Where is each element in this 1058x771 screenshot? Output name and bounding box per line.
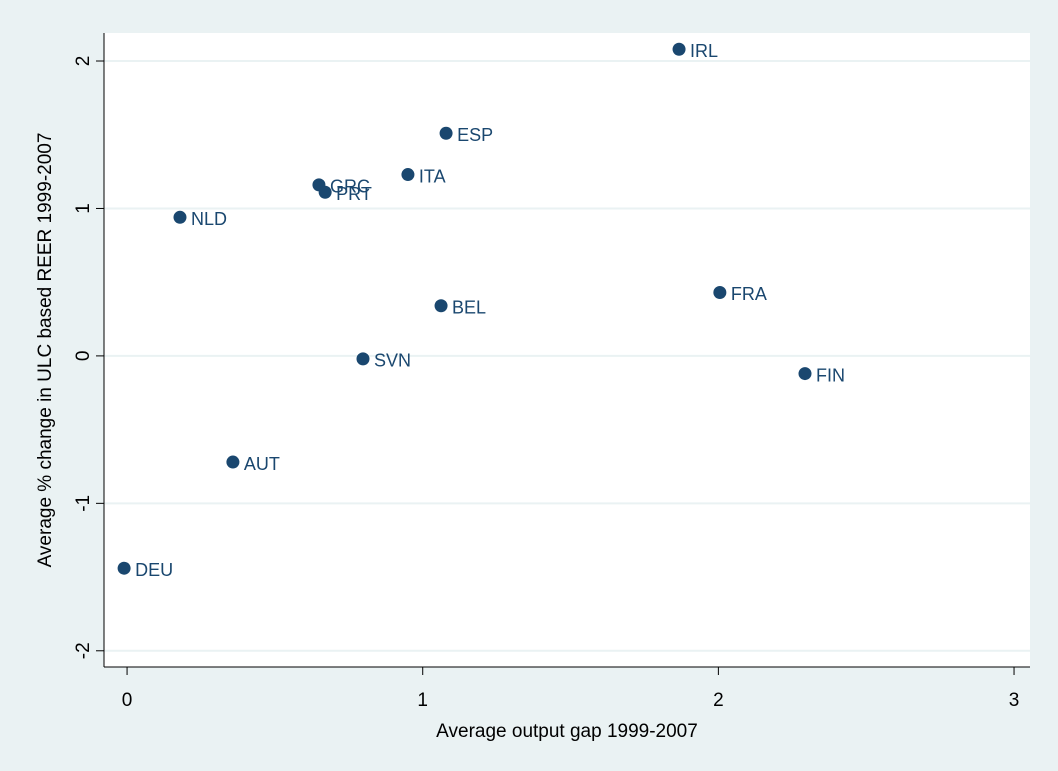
point xyxy=(117,561,131,575)
point xyxy=(356,352,370,366)
x-axis-label: Average output gap 1999-2007 xyxy=(436,721,698,742)
y-tick-label: -1 xyxy=(73,495,94,512)
point xyxy=(672,42,686,56)
point xyxy=(713,285,727,299)
point xyxy=(318,185,332,199)
point-label: FRA xyxy=(731,284,767,304)
point-label: IRL xyxy=(690,41,718,61)
point-label: PRT xyxy=(336,184,372,204)
y-axis-label: Average % change in ULC based REER 1999-… xyxy=(35,133,56,568)
y-tick-label: 1 xyxy=(73,203,94,214)
x-tick-label: 1 xyxy=(417,690,428,711)
point-label: BEL xyxy=(452,298,486,318)
point xyxy=(439,126,453,140)
y-tick-label: -2 xyxy=(73,642,94,659)
point-label: SVN xyxy=(374,351,411,371)
point-label: NLD xyxy=(191,209,227,229)
point xyxy=(226,455,240,469)
point xyxy=(401,168,415,182)
point-label: FIN xyxy=(816,365,845,385)
x-tick-label: 0 xyxy=(122,690,133,711)
point-label: DEU xyxy=(135,560,173,580)
point xyxy=(173,210,187,224)
point-label: ITA xyxy=(419,166,446,186)
point xyxy=(434,299,448,313)
y-tick-label: 2 xyxy=(73,56,94,67)
plot-area xyxy=(104,33,1030,667)
point-label: ESP xyxy=(457,125,493,145)
point-label: GRC xyxy=(330,177,370,197)
y-tick-label: 0 xyxy=(73,351,94,362)
x-tick-label: 2 xyxy=(713,690,724,711)
point-label: AUT xyxy=(244,454,280,474)
x-tick-label: 3 xyxy=(1009,690,1020,711)
point xyxy=(798,367,812,381)
